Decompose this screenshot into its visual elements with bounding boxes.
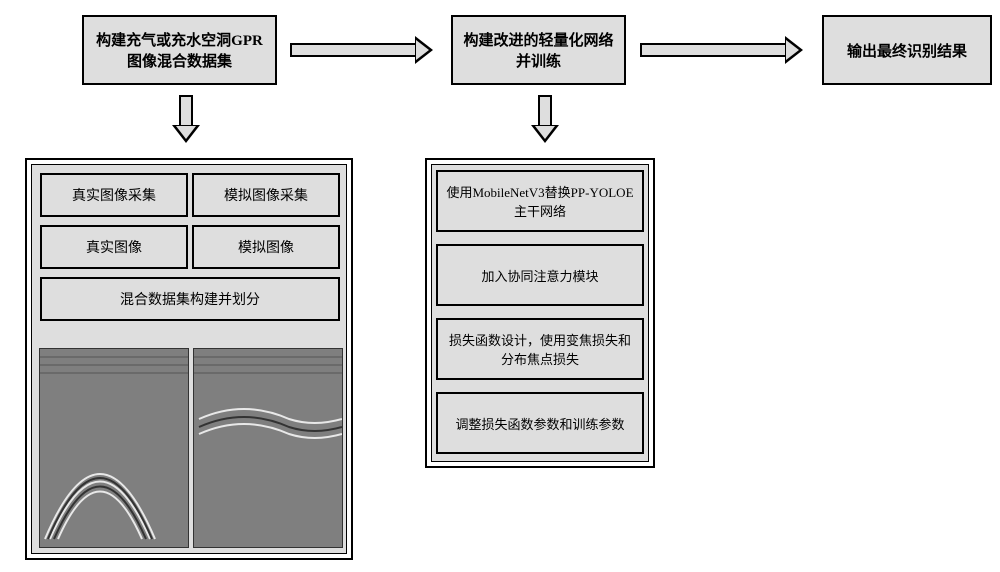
cell-real-image-collect: 真实图像采集 — [40, 173, 188, 217]
gpr-sample-right — [193, 348, 343, 548]
node-output-result: 输出最终识别结果 — [822, 15, 992, 85]
gpr-sample-left — [39, 348, 189, 548]
gpr-flat-icon — [194, 349, 343, 548]
arrow-n2-n3 — [640, 36, 803, 64]
cell-label: 真实图像采集 — [72, 185, 156, 205]
cell-label: 模拟图像采集 — [224, 185, 308, 205]
node-build-network: 构建改进的轻量化网络并训练 — [451, 15, 626, 85]
cell-sim-image-collect: 模拟图像采集 — [192, 173, 340, 217]
gpr-hyperbola-icon — [40, 349, 189, 548]
cell-label: 调整损失函数参数和训练参数 — [455, 414, 624, 433]
cell-real-image: 真实图像 — [40, 225, 188, 269]
cell-attention: 加入协同注意力模块 — [436, 244, 644, 306]
cell-mobilenet: 使用MobileNetV3替换PP-YOLOE主干网络 — [436, 170, 644, 232]
arrow-n2-down — [531, 95, 559, 143]
node-label: 输出最终识别结果 — [847, 40, 967, 61]
node-label: 构建改进的轻量化网络并训练 — [461, 29, 616, 71]
cell-label: 真实图像 — [86, 237, 142, 257]
cell-label: 混合数据集构建并划分 — [120, 289, 260, 309]
cell-label: 使用MobileNetV3替换PP-YOLOE主干网络 — [446, 182, 634, 220]
cell-label: 加入协同注意力模块 — [481, 266, 598, 285]
arrow-n1-n2 — [290, 36, 433, 64]
cell-mixed-dataset: 混合数据集构建并划分 — [40, 277, 340, 321]
node-label: 构建充气或充水空洞GPR图像混合数据集 — [92, 29, 267, 71]
cell-label: 模拟图像 — [238, 237, 294, 257]
node-build-dataset: 构建充气或充水空洞GPR图像混合数据集 — [82, 15, 277, 85]
cell-tune-params: 调整损失函数参数和训练参数 — [436, 392, 644, 454]
cell-sim-image: 模拟图像 — [192, 225, 340, 269]
arrow-n1-down — [172, 95, 200, 143]
cell-label: 损失函数设计，使用变焦损失和分布焦点损失 — [446, 330, 634, 368]
cell-loss-design: 损失函数设计，使用变焦损失和分布焦点损失 — [436, 318, 644, 380]
